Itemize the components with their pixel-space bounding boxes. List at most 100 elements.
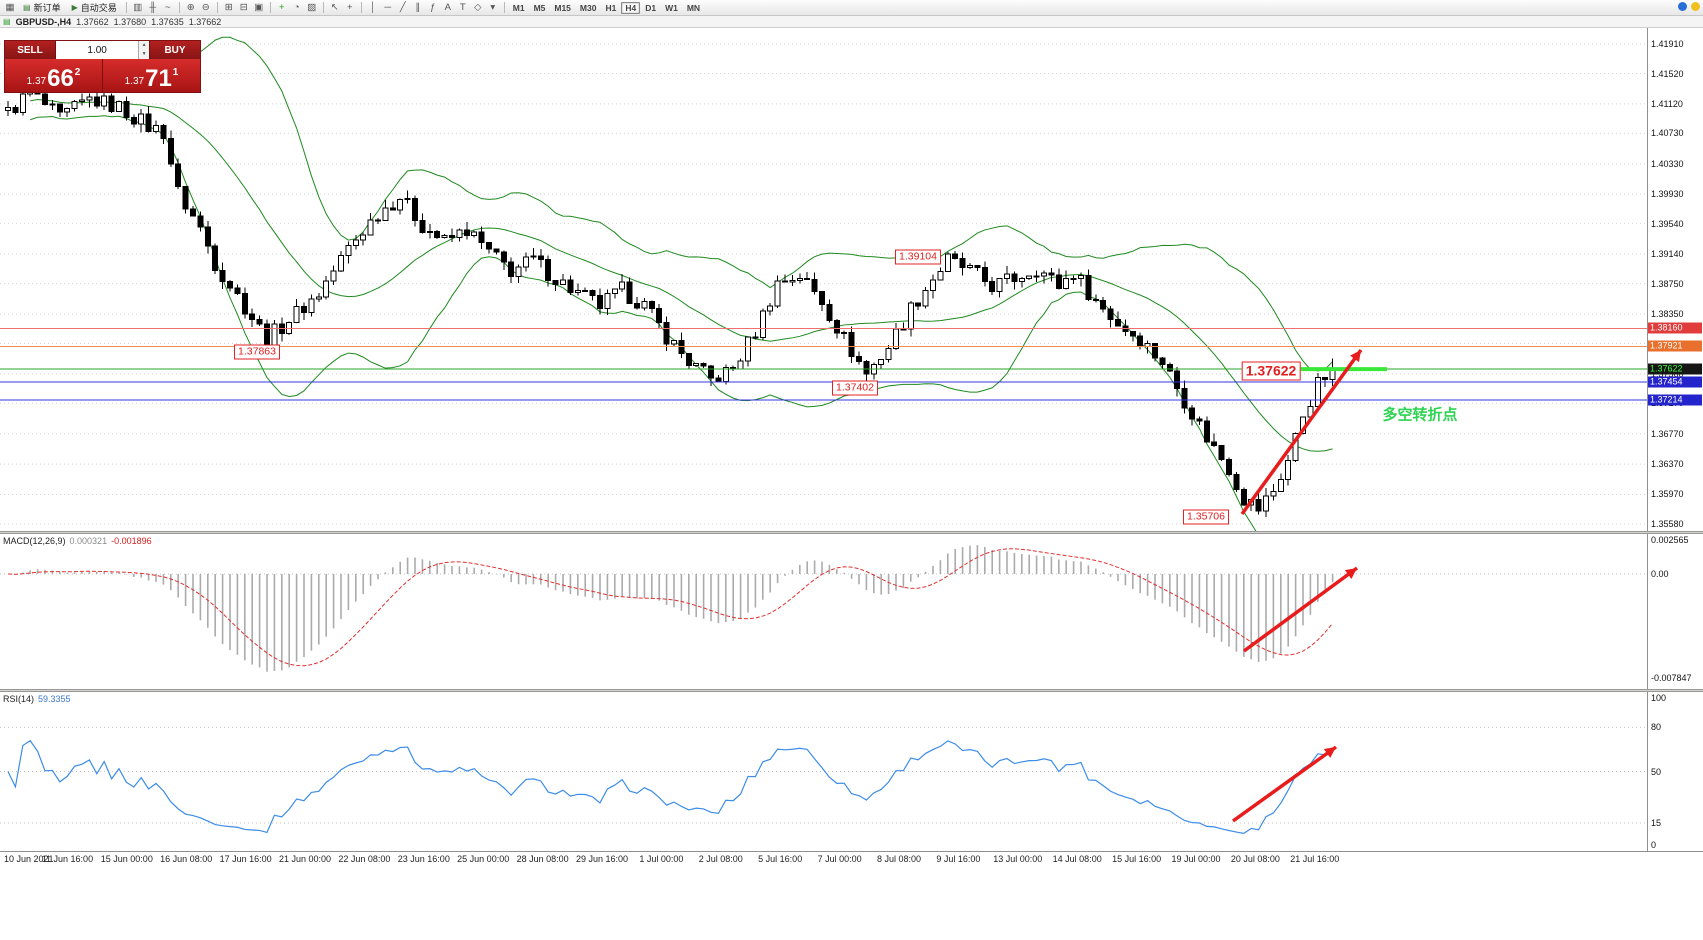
macd-title: MACD(12,26,9) bbox=[3, 536, 66, 546]
community-icon[interactable] bbox=[1678, 2, 1687, 11]
timeframe-button-h4[interactable]: H4 bbox=[621, 1, 641, 14]
timeframe-button-d1[interactable]: D1 bbox=[645, 2, 657, 13]
time-axis-label: 20 Jul 08:00 bbox=[1230, 854, 1280, 864]
price-callout[interactable]: 1.35706 bbox=[1183, 509, 1229, 525]
price-axis-label: 1.41520 bbox=[1651, 68, 1684, 79]
bid-price-button[interactable]: 1.37 66 2 bbox=[5, 59, 102, 92]
timeframe-button-w1[interactable]: W1 bbox=[665, 2, 678, 13]
new-chart-icon[interactable]: ▦ bbox=[5, 2, 15, 13]
arrows-icon[interactable]: ▾ bbox=[490, 2, 496, 13]
ask-big-digits: 71 bbox=[145, 65, 172, 92]
line-chart-icon[interactable]: ~ bbox=[164, 2, 171, 13]
time-axis-label: 14 Jul 08:00 bbox=[1052, 854, 1102, 864]
arrange-windows-icon[interactable]: ▣ bbox=[254, 2, 264, 13]
macd-axis-label: 0.00 bbox=[1651, 568, 1669, 579]
chart-symbol-label: GBPUSD-,H4 bbox=[15, 16, 72, 27]
volume-up-icon[interactable]: ▲ bbox=[141, 42, 147, 48]
crosshair-icon[interactable]: + bbox=[346, 2, 353, 13]
time-axis-label: 23 Jun 16:00 bbox=[397, 854, 450, 864]
time-axis-label: 17 Jun 16:00 bbox=[219, 854, 272, 864]
price-axis-label: 1.35580 bbox=[1651, 519, 1684, 530]
price-axis-label: 1.39930 bbox=[1651, 189, 1684, 200]
candlestick-icon[interactable]: ╫ bbox=[149, 2, 157, 13]
panel-separator[interactable] bbox=[0, 531, 1703, 534]
new-order-icon: ▤ bbox=[23, 3, 31, 12]
timeframe-button-m30[interactable]: M30 bbox=[579, 2, 597, 13]
timeframe-button-h1[interactable]: H1 bbox=[605, 2, 617, 13]
price-callout[interactable]: 1.37622 bbox=[1241, 361, 1301, 381]
new-order-button[interactable]: ▤ 新订单 bbox=[18, 1, 66, 15]
sell-button[interactable]: SELL bbox=[5, 41, 56, 59]
one-click-trading-panel: SELL ▲ ▼ BUY 1.37 66 2 1.37 71 1 bbox=[4, 40, 201, 93]
label-icon[interactable]: T bbox=[459, 2, 466, 13]
panel-separator[interactable] bbox=[0, 689, 1703, 692]
price-axis-label: 1.39140 bbox=[1651, 249, 1684, 260]
price-axis-label: 1.36770 bbox=[1651, 428, 1684, 439]
price-level-tag: 1.37622 bbox=[1648, 363, 1702, 375]
price-divider bbox=[102, 59, 103, 92]
time-axis[interactable]: 10 Jun 2021 11 Jun 16:00 15 Jun 00:00 16 Ju… bbox=[0, 851, 1703, 866]
trendline-icon[interactable]: ╱ bbox=[399, 2, 406, 13]
shapes-icon[interactable]: ◇ bbox=[474, 2, 482, 13]
axis-border bbox=[1647, 28, 1648, 851]
rsi-axis-label: 15 bbox=[1651, 817, 1662, 828]
toolbar-separator bbox=[503, 2, 505, 13]
channel-icon[interactable]: ∥ bbox=[415, 2, 421, 13]
quote-low: 1.37635 bbox=[151, 16, 184, 27]
quote-open: 1.37662 bbox=[76, 16, 109, 27]
price-axis-label: 1.41120 bbox=[1651, 98, 1683, 109]
price-callout[interactable]: 1.37863 bbox=[234, 344, 280, 360]
timeframe-button-mn[interactable]: MN bbox=[686, 2, 701, 13]
fibonacci-icon[interactable]: ƒ bbox=[430, 2, 436, 13]
timeframe-button-m15[interactable]: M15 bbox=[554, 2, 571, 13]
text-icon[interactable]: A bbox=[444, 2, 451, 13]
bar-chart-icon[interactable]: ▥ bbox=[133, 2, 143, 13]
price-axis-label: 1.41910 bbox=[1651, 38, 1684, 49]
price-axis-label: 1.35970 bbox=[1651, 489, 1684, 500]
vertical-line-icon[interactable]: │ bbox=[369, 2, 376, 13]
time-axis-label: 15 Jun 00:00 bbox=[100, 854, 153, 864]
rsi-canvas[interactable] bbox=[0, 692, 1703, 851]
zoom-in-icon[interactable]: ⊕ bbox=[186, 2, 195, 13]
ask-price-button[interactable]: 1.37 71 1 bbox=[103, 59, 200, 92]
volume-down-icon[interactable]: ▼ bbox=[141, 51, 147, 57]
autotrading-button[interactable]: ▶ 自动交易 bbox=[67, 1, 122, 15]
notification-icon[interactable] bbox=[1691, 2, 1700, 11]
price-axis-label: 1.36370 bbox=[1651, 459, 1684, 470]
annotation-text[interactable]: 多空转折点 bbox=[1382, 406, 1458, 424]
bid-big-digits: 66 bbox=[47, 65, 74, 92]
rsi-axis[interactable]: 100 80 50 15 0 bbox=[1648, 692, 1703, 851]
timeframe-button-m1[interactable]: M1 bbox=[512, 2, 525, 13]
tile-windows-icon[interactable]: ⊞ bbox=[224, 2, 233, 13]
toolbar-separator bbox=[216, 2, 218, 13]
periods-icon[interactable]: ◔ bbox=[293, 2, 300, 13]
toolbar-separator bbox=[322, 2, 324, 13]
price-callout[interactable]: 1.37402 bbox=[832, 380, 878, 396]
time-axis-label: 5 Jul 16:00 bbox=[758, 854, 803, 864]
zoom-out-icon[interactable]: ⊖ bbox=[201, 2, 210, 13]
indicators-icon[interactable]: + bbox=[278, 2, 285, 13]
volume-input[interactable] bbox=[56, 41, 139, 59]
toolbar-icon-groups: ▥ ╫ ~ ⊕ ⊖ ⊞ ⊟ ▣ + ◔ ▨ ↖ + │ ─ ╱ ∥ ƒ A T ◇ ▾ bbox=[123, 1, 500, 14]
price-axis[interactable]: 1.41910 1.41520 1.41120 1.40730 1.40330 1.399… bbox=[1648, 28, 1703, 531]
cursor-icon[interactable]: ↖ bbox=[330, 2, 339, 13]
horizontal-line-icon[interactable]: ─ bbox=[384, 2, 392, 13]
quote-high: 1.37680 bbox=[113, 16, 147, 27]
cascade-windows-icon[interactable]: ⊟ bbox=[239, 2, 248, 13]
price-axis-label: 1.40730 bbox=[1651, 128, 1684, 139]
timeframe-button-m5[interactable]: M5 bbox=[533, 2, 546, 13]
rsi-label: RSI(14) 59.3355 bbox=[3, 694, 71, 704]
templates-icon[interactable]: ▨ bbox=[307, 2, 317, 13]
new-order-label: 新订单 bbox=[33, 3, 61, 13]
rsi-axis-label: 80 bbox=[1651, 722, 1662, 733]
price-chart-canvas[interactable] bbox=[0, 28, 1703, 531]
time-axis-label: 29 Jun 16:00 bbox=[575, 854, 629, 864]
macd-axis[interactable]: 0.002565 0.00 -0.007847 bbox=[1648, 534, 1703, 689]
price-callout[interactable]: 1.39104 bbox=[895, 249, 941, 265]
buy-button[interactable]: BUY bbox=[149, 41, 200, 59]
macd-label: MACD(12,26,9) 0.000321 -0.001896 bbox=[3, 536, 152, 546]
quote-close: 1.37662 bbox=[188, 16, 222, 27]
macd-axis-label: 0.002565 bbox=[1651, 535, 1689, 545]
ask-prefix: 1.37 bbox=[124, 76, 145, 87]
macd-canvas[interactable] bbox=[0, 534, 1703, 689]
